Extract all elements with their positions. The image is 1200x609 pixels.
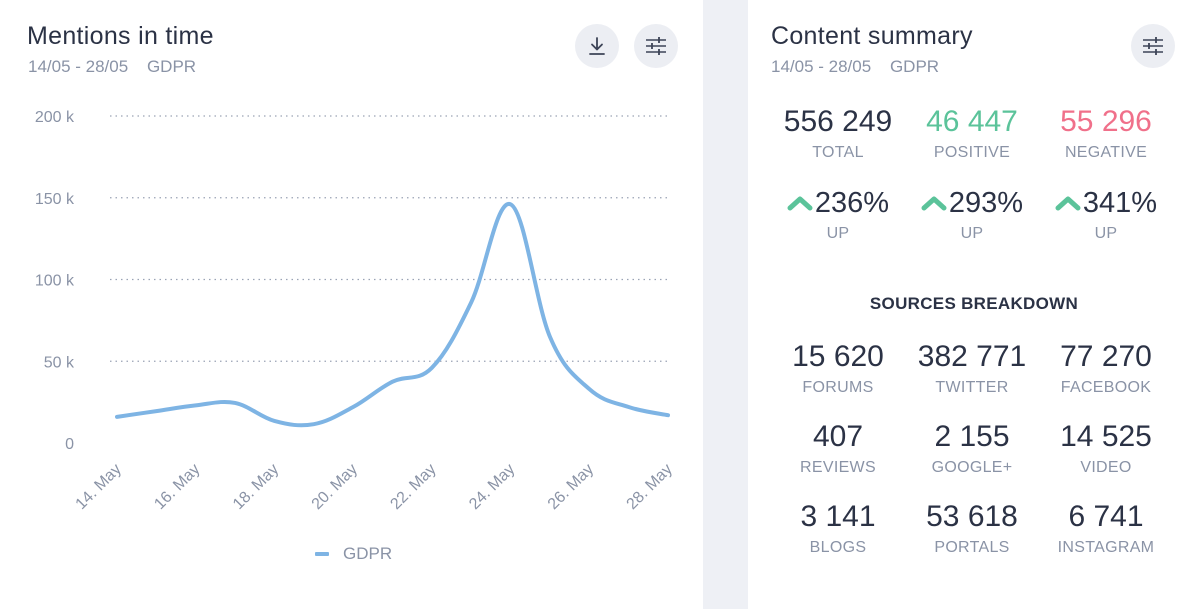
source-instagram: 6 741 INSTAGRAM	[1039, 500, 1173, 557]
x-tick-label: 14. May	[73, 461, 125, 513]
y-tick-label: 50 k	[44, 354, 75, 371]
x-tick-label: 18. May	[230, 461, 282, 513]
source-value: 3 141	[800, 500, 876, 533]
arrow-up-icon	[787, 196, 813, 211]
series-line-gdpr	[115, 202, 670, 428]
y-tick-label: 100 k	[35, 273, 75, 290]
change-positive: 293% UP	[905, 186, 1039, 243]
sources-row-2: 407 REVIEWS 2 155 GOOGLE+ 14 525 VIDEO	[771, 420, 1200, 477]
source-blogs: 3 141 BLOGS	[771, 500, 905, 557]
mentions-topic: GDPR	[146, 57, 197, 76]
summary-topic: GDPR	[889, 57, 940, 76]
sliders-icon	[646, 37, 666, 55]
summary-subtitle: 14/05 - 28/05 GDPR	[771, 57, 939, 77]
stat-negative: 55 296 NEGATIVE	[1039, 105, 1173, 162]
source-value: 53 618	[926, 500, 1018, 533]
stat-label: NEGATIVE	[1064, 144, 1148, 161]
source-value: 2 155	[934, 420, 1010, 453]
source-value: 15 620	[792, 340, 884, 373]
source-label: GOOGLE+	[931, 459, 1013, 476]
change-total: 236% UP	[771, 186, 905, 243]
sources-row-1: 15 620 FORUMS 382 771 TWITTER 77 270 FAC…	[771, 340, 1200, 397]
source-label: FORUMS	[802, 379, 874, 396]
y-tick-label: 200 k	[35, 109, 75, 126]
stat-label: TOTAL	[812, 144, 864, 161]
change-label: UP	[826, 225, 850, 242]
mentions-settings-button[interactable]	[634, 24, 678, 68]
stat-value: 55 296	[1060, 105, 1152, 138]
sources-row-3: 3 141 BLOGS 53 618 PORTALS 6 741 INSTAGR…	[771, 500, 1200, 557]
change-value: 293%	[948, 187, 1024, 219]
source-label: PORTALS	[934, 539, 1010, 556]
source-label: VIDEO	[1080, 459, 1132, 476]
change-value: 341%	[1082, 187, 1158, 219]
change-negative: 341% UP	[1039, 186, 1173, 243]
download-button[interactable]	[575, 24, 619, 68]
summary-title: Content summary	[771, 22, 973, 50]
change-label: UP	[960, 225, 984, 242]
chart-legend[interactable]: GDPR	[315, 544, 392, 564]
stat-label: POSITIVE	[933, 144, 1011, 161]
mentions-title: Mentions in time	[27, 22, 214, 50]
source-value: 77 270	[1060, 340, 1152, 373]
source-twitter: 382 771 TWITTER	[905, 340, 1039, 397]
totals-row: 556 249 TOTAL 46 447 POSITIVE 55 296 NEG…	[771, 105, 1200, 162]
source-value: 14 525	[1060, 420, 1152, 453]
mentions-card: Mentions in time 14/05 - 28/05 GDPR 0 50 …	[0, 0, 703, 609]
source-value: 382 771	[917, 340, 1027, 373]
source-portals: 53 618 PORTALS	[905, 500, 1039, 557]
mentions-subtitle: 14/05 - 28/05 GDPR	[28, 57, 196, 77]
sources-breakdown-heading: SOURCES BREAKDOWN	[869, 294, 1079, 313]
stat-positive: 46 447 POSITIVE	[905, 105, 1039, 162]
source-value: 407	[812, 420, 864, 453]
summary-date-range: 14/05 - 28/05	[771, 57, 872, 76]
content-summary-card: Content summary 14/05 - 28/05 GDPR 556 2…	[748, 0, 1200, 609]
source-label: TWITTER	[935, 379, 1009, 396]
y-tick-label: 150 k	[35, 191, 75, 208]
stat-value: 556 249	[783, 105, 893, 138]
source-facebook: 77 270 FACEBOOK	[1039, 340, 1173, 397]
source-value: 6 741	[1068, 500, 1144, 533]
x-tick-label: 26. May	[545, 461, 597, 513]
x-tick-label: 16. May	[151, 461, 203, 513]
legend-swatch-gdpr	[315, 552, 329, 556]
source-video: 14 525 VIDEO	[1039, 420, 1173, 477]
source-google-plus: 2 155 GOOGLE+	[905, 420, 1039, 477]
stat-value: 46 447	[926, 105, 1018, 138]
mentions-date-range: 14/05 - 28/05	[28, 57, 129, 76]
mentions-line-chart: 0 50 k 100 k 150 k 200 k 14. May 16. May 18. Ma…	[35, 109, 676, 513]
changes-row: 236% UP 293% UP 341% UP	[771, 186, 1200, 243]
summary-settings-button[interactable]	[1131, 24, 1175, 68]
download-icon	[589, 37, 605, 55]
sliders-icon	[1143, 37, 1163, 55]
x-tick-label: 24. May	[466, 461, 518, 513]
source-reviews: 407 REVIEWS	[771, 420, 905, 477]
source-label: FACEBOOK	[1060, 379, 1152, 396]
arrow-up-icon	[1055, 196, 1081, 211]
source-label: BLOGS	[809, 539, 867, 556]
source-label: REVIEWS	[800, 459, 876, 476]
source-label: INSTAGRAM	[1057, 539, 1155, 556]
x-tick-label: 20. May	[309, 461, 361, 513]
change-label: UP	[1094, 225, 1118, 242]
arrow-up-icon	[921, 196, 947, 211]
legend-label-gdpr: GDPR	[343, 544, 393, 563]
change-value: 236%	[814, 187, 890, 219]
source-forums: 15 620 FORUMS	[771, 340, 905, 397]
stat-total: 556 249 TOTAL	[771, 105, 905, 162]
y-tick-label: 0	[65, 436, 74, 453]
x-tick-label: 22. May	[387, 461, 439, 513]
x-tick-label: 28. May	[624, 461, 676, 513]
